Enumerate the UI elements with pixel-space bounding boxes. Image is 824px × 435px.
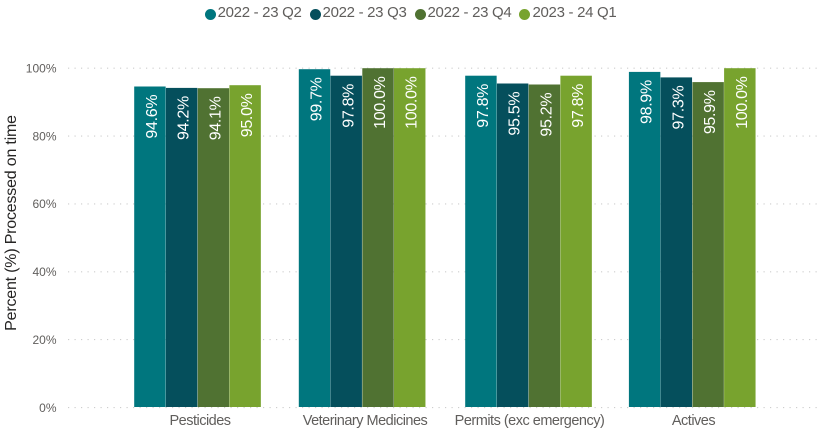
svg-text:94.6%: 94.6%: [144, 95, 161, 139]
svg-text:60%: 60%: [32, 197, 56, 211]
svg-text:100.0%: 100.0%: [734, 76, 751, 129]
svg-text:97.8%: 97.8%: [570, 84, 587, 128]
svg-text:80%: 80%: [32, 129, 56, 143]
svg-text:97.8%: 97.8%: [475, 84, 492, 128]
svg-text:100.0%: 100.0%: [404, 76, 421, 129]
svg-text:Permits (exc emergency): Permits (exc emergency): [455, 413, 605, 429]
svg-text:100%: 100%: [26, 61, 57, 75]
svg-text:95.9%: 95.9%: [702, 90, 719, 134]
svg-text:100.0%: 100.0%: [372, 76, 389, 129]
svg-text:Percent (%) Processed on time: Percent (%) Processed on time: [3, 115, 20, 331]
svg-text:0%: 0%: [39, 401, 57, 415]
svg-text:94.1%: 94.1%: [207, 96, 224, 140]
svg-text:98.9%: 98.9%: [639, 80, 656, 124]
svg-text:97.3%: 97.3%: [670, 86, 687, 130]
svg-text:95.0%: 95.0%: [239, 93, 256, 137]
svg-text:Veterinary Medicines: Veterinary Medicines: [303, 413, 428, 429]
svg-text:95.5%: 95.5%: [507, 92, 524, 136]
svg-text:99.7%: 99.7%: [309, 77, 326, 121]
svg-text:20%: 20%: [32, 333, 56, 347]
svg-text:40%: 40%: [32, 265, 56, 279]
svg-text:95.2%: 95.2%: [538, 93, 555, 137]
svg-text:94.2%: 94.2%: [176, 96, 193, 140]
svg-text:97.8%: 97.8%: [340, 84, 357, 128]
svg-text:Pesticides: Pesticides: [169, 413, 230, 429]
svg-text:Actives: Actives: [672, 413, 715, 429]
